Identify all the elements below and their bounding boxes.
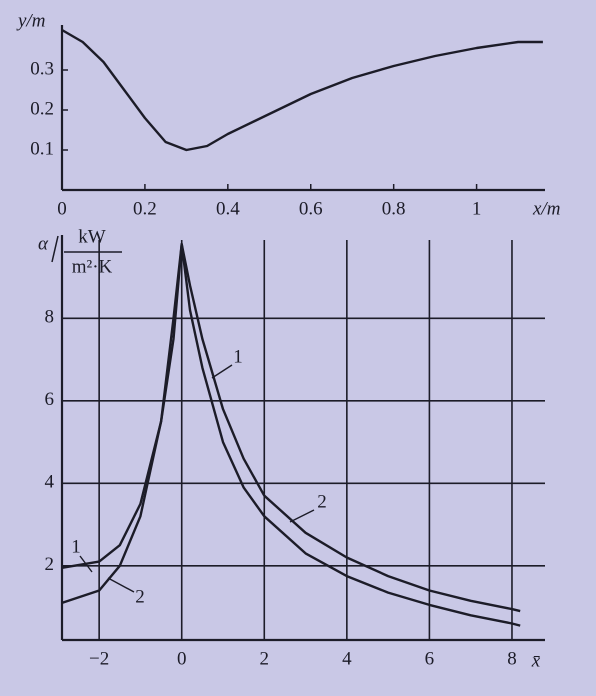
x-axis-label: x/m — [532, 198, 560, 219]
x-tick-label: 0.6 — [299, 198, 323, 219]
x-tick-label: 1 — [472, 198, 482, 219]
data-line — [61, 242, 521, 627]
x-tick-label: −2 — [89, 648, 109, 669]
x-tick-label: 0.4 — [216, 198, 240, 219]
y-axis-symbol: α — [38, 233, 49, 254]
y-tick-label: 0.3 — [30, 58, 54, 79]
data-line — [61, 242, 521, 613]
x-tick-label: 0.2 — [133, 198, 157, 219]
y-tick-label: 8 — [45, 307, 55, 328]
y-tick-label: 0.1 — [30, 138, 54, 159]
y-tick-label: 6 — [45, 389, 55, 410]
curve-label: 2 — [317, 491, 327, 512]
y-tick-label: 0.2 — [30, 98, 54, 119]
leader-line — [79, 555, 93, 573]
x-tick-label: 6 — [425, 648, 435, 669]
slash — [51, 235, 59, 263]
y-tick-label: 2 — [45, 554, 55, 575]
x-tick-label: 8 — [507, 648, 517, 669]
curve-label: 1 — [71, 536, 81, 557]
x-tick-label: 4 — [342, 648, 352, 669]
curve-label: 2 — [135, 586, 145, 607]
y-tick-label: 4 — [45, 472, 55, 493]
curve-label: 1 — [233, 346, 243, 367]
x-axis-label: x̄ — [531, 650, 541, 671]
leader-line — [211, 364, 233, 379]
data-line — [61, 28, 543, 152]
x-tick-label: 0.8 — [382, 198, 406, 219]
leader-line — [107, 577, 135, 593]
y-axis-unit-den: m²·K — [72, 256, 113, 277]
x-tick-label: 2 — [260, 648, 270, 669]
leader-line — [289, 509, 315, 523]
x-tick-label: 0 — [57, 198, 67, 219]
x-tick-label: 0 — [177, 648, 187, 669]
y-axis-label: y/m — [16, 10, 45, 31]
y-axis-unit-num: kW — [78, 226, 106, 247]
